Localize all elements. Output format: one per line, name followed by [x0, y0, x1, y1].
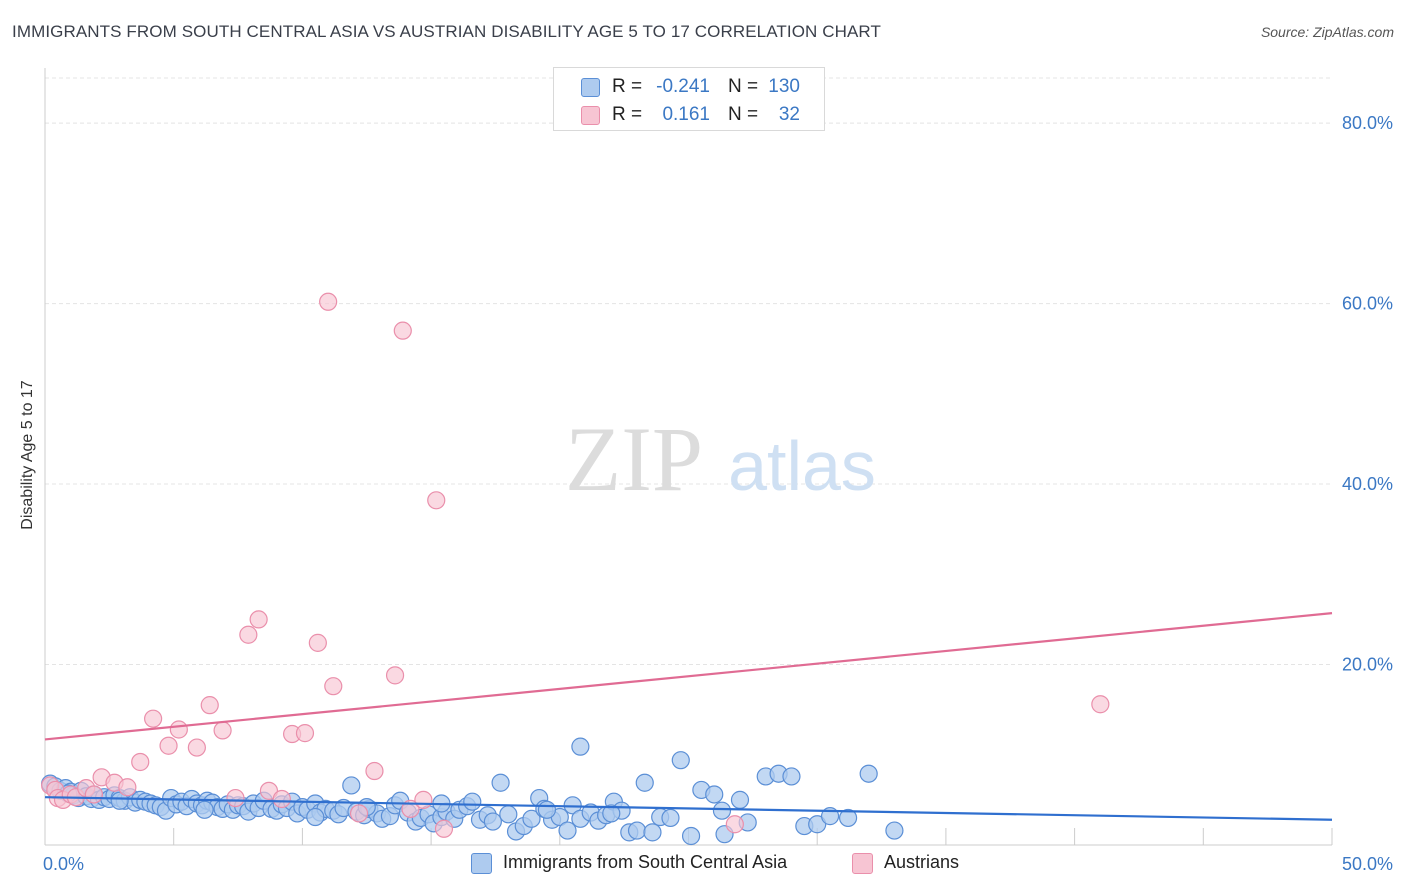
- pink-data-point: [1091, 695, 1110, 714]
- blue-data-point: [730, 790, 750, 809]
- legend-r-value: 0.161: [662, 104, 710, 125]
- pink-trend-line: [44, 612, 1333, 741]
- blue-data-point: [671, 751, 690, 770]
- blue-data-point: [342, 776, 361, 795]
- pink-data-point: [385, 666, 405, 685]
- pink-data-point: [324, 677, 343, 696]
- legend-r-value: -0.241: [656, 76, 710, 97]
- pink-data-point: [319, 292, 338, 311]
- y-tick-label: 80.0%: [1342, 113, 1393, 133]
- x-tick-label: 50.0%: [1342, 854, 1393, 874]
- chart-title: IMMIGRANTS FROM SOUTH CENTRAL ASIA VS AU…: [12, 22, 881, 41]
- pink-swatch-icon: [852, 853, 873, 874]
- pink-data-point: [187, 738, 206, 757]
- legend-n-value: 32: [778, 104, 800, 125]
- pink-data-point: [434, 819, 454, 838]
- legend-r-label: R =: [612, 104, 643, 125]
- pink-data-point: [131, 752, 150, 772]
- pink-data-point: [144, 709, 163, 728]
- blue-data-point: [782, 767, 801, 786]
- blue-data-point: [558, 821, 577, 840]
- legend-n-value: 130: [768, 76, 800, 97]
- y-axis-label: Disability Age 5 to 17: [19, 380, 36, 530]
- legend-r-label: R =: [612, 76, 643, 97]
- pink-data-point: [84, 785, 104, 804]
- pink-data-point: [365, 761, 384, 781]
- blue-data-point: [681, 826, 701, 846]
- blue-data-point: [627, 821, 647, 840]
- blue-swatch-icon: [471, 853, 492, 874]
- source-credit: Source: ZipAtlas.com: [1260, 24, 1394, 40]
- pink-data-point: [725, 815, 744, 834]
- y-tick-label: 40.0%: [1342, 474, 1393, 494]
- pink-data-point: [349, 804, 369, 823]
- pink-data-point: [393, 321, 412, 340]
- pink-data-point: [414, 790, 433, 809]
- blue-data-point: [537, 800, 557, 819]
- pink-data-point: [213, 721, 232, 740]
- pink-swatch-icon: [581, 106, 600, 125]
- blue-data-point: [522, 809, 541, 828]
- y-tick-label: 60.0%: [1342, 294, 1393, 314]
- bottom-legend-blue-label: Immigrants from South Central Asia: [503, 852, 788, 872]
- blue-data-point: [463, 792, 482, 811]
- pink-data-point: [159, 736, 178, 755]
- legend-n-label: N =: [728, 76, 759, 97]
- pink-data-point: [239, 625, 258, 644]
- blue-data-point: [110, 791, 129, 810]
- blue-data-point: [499, 805, 518, 824]
- y-tick-label: 20.0%: [1342, 655, 1393, 675]
- blue-data-point: [306, 807, 325, 827]
- blue-data-point: [643, 823, 662, 842]
- legend-n-label: N =: [728, 104, 759, 125]
- blue-trend-line: [44, 796, 1333, 821]
- pink-data-point: [226, 788, 245, 808]
- pink-data-point: [118, 778, 137, 797]
- pink-data-point: [272, 789, 291, 809]
- pink-data-point: [295, 724, 315, 743]
- bottom-legend-pink-label: Austrians: [884, 852, 960, 872]
- blue-data-point: [705, 785, 724, 804]
- blue-data-point: [885, 821, 904, 840]
- blue-data-point: [483, 812, 502, 831]
- blue-data-point: [712, 801, 732, 820]
- legend-row-blue: R = -0.241 N = 130: [554, 73, 824, 101]
- blue-data-point: [635, 773, 654, 792]
- watermark-atlas: atlas: [728, 427, 876, 505]
- x-tick-label: 0.0%: [43, 854, 84, 874]
- blue-data-point: [602, 804, 621, 823]
- pink-data-point: [427, 491, 446, 510]
- pink-data-point: [200, 696, 219, 715]
- legend: R = -0.241 N = 130 R = 0.161 N = 32: [553, 67, 825, 131]
- pink-data-point: [169, 720, 188, 739]
- pink-data-point: [249, 610, 268, 629]
- blue-data-point: [859, 764, 878, 783]
- blue-data-point: [838, 808, 858, 828]
- blue-swatch-icon: [581, 78, 600, 97]
- blue-data-point: [195, 800, 214, 819]
- blue-data-point: [661, 808, 680, 828]
- pink-data-point: [308, 633, 327, 652]
- legend-row-pink: R = 0.161 N = 32: [554, 101, 824, 129]
- blue-data-point: [808, 815, 827, 834]
- pink-data-point: [259, 781, 279, 800]
- watermark-zip: ZIP: [565, 408, 703, 510]
- blue-data-point: [491, 773, 510, 792]
- blue-data-point: [571, 737, 590, 756]
